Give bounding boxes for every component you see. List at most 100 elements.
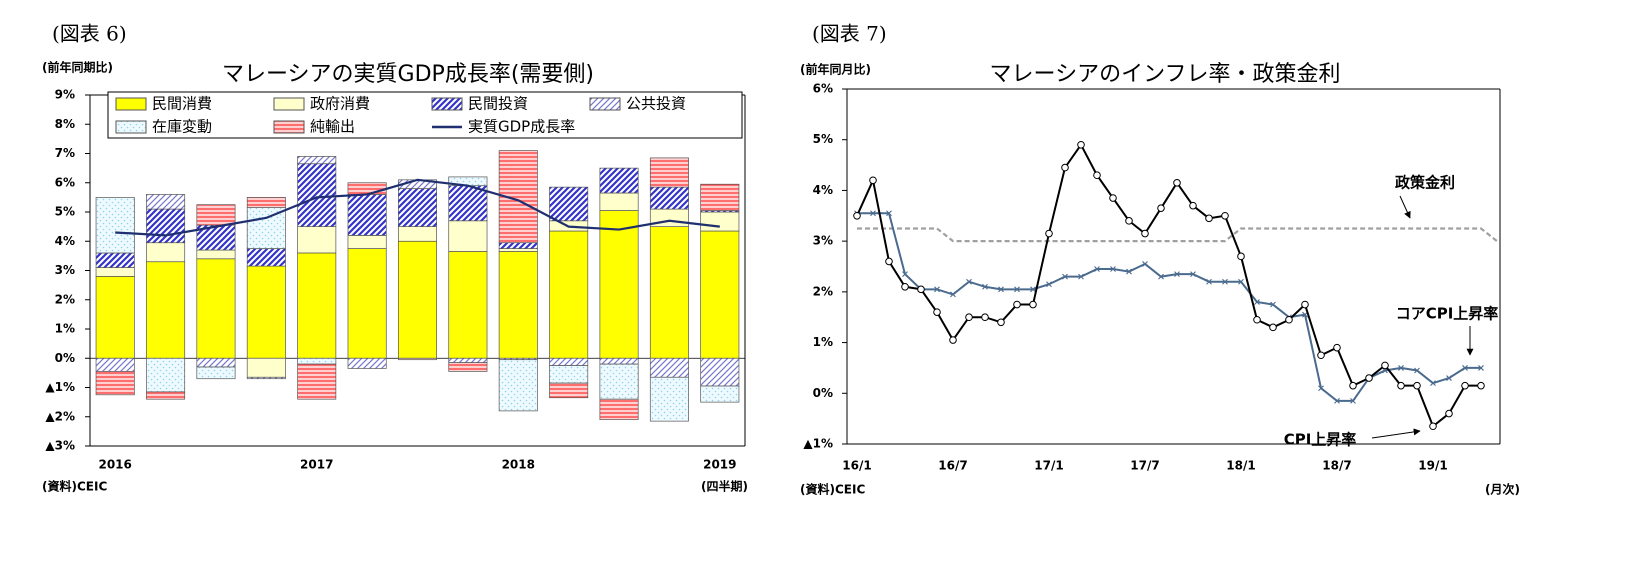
point-marker bbox=[997, 318, 1005, 327]
y-tick-label: ▲1% bbox=[45, 380, 75, 394]
bar-segment bbox=[297, 226, 337, 254]
point-marker bbox=[982, 283, 988, 290]
point-marker bbox=[965, 313, 973, 322]
point-marker bbox=[1222, 278, 1228, 285]
x-tick-label: 16/1 bbox=[842, 459, 871, 473]
point-marker bbox=[1141, 229, 1149, 238]
point-marker bbox=[981, 313, 989, 322]
point-marker bbox=[1221, 211, 1229, 220]
legend-label: 公共投資 bbox=[626, 95, 686, 113]
y-tick-label: 0% bbox=[55, 351, 75, 365]
bar-segment bbox=[649, 226, 689, 359]
y-tick-label: 7% bbox=[55, 146, 75, 160]
bar-segment bbox=[448, 251, 488, 359]
point-marker bbox=[1030, 286, 1036, 293]
bar-segment bbox=[246, 376, 286, 380]
bar-segment bbox=[246, 248, 286, 267]
point-marker bbox=[950, 291, 956, 298]
y-tick-label: 2% bbox=[813, 284, 833, 298]
legend-label: 純輸出 bbox=[310, 118, 355, 136]
bar-segment bbox=[549, 186, 589, 222]
bar-segment bbox=[498, 251, 538, 359]
bar-segment bbox=[649, 376, 689, 422]
point-marker bbox=[1062, 273, 1068, 280]
bar-segment bbox=[146, 208, 186, 244]
annotation: CPI上昇率 bbox=[1284, 431, 1357, 449]
bar-segment bbox=[398, 188, 437, 227]
bar-segment bbox=[146, 242, 186, 263]
bar-segment bbox=[599, 363, 639, 400]
bar-segment bbox=[196, 357, 236, 368]
bar-segment bbox=[196, 366, 236, 380]
point-marker bbox=[1142, 261, 1148, 267]
bar-segment bbox=[549, 230, 589, 359]
point-marker bbox=[1045, 229, 1053, 238]
point-marker bbox=[1398, 365, 1404, 371]
y-tick-label: 2% bbox=[55, 292, 75, 306]
bar-segment bbox=[398, 357, 437, 361]
bar-segment bbox=[95, 267, 135, 277]
point-marker bbox=[886, 210, 892, 217]
x-tick-label: 16/7 bbox=[938, 459, 967, 473]
point-marker bbox=[1158, 273, 1164, 280]
bar-segment bbox=[297, 357, 337, 365]
point-marker bbox=[1061, 163, 1069, 172]
point-marker bbox=[1126, 268, 1132, 275]
point-marker bbox=[1381, 361, 1389, 370]
y-tick-label: 6% bbox=[813, 82, 833, 96]
chart-title: マレーシアのインフレ率・政策金利 bbox=[990, 62, 1341, 87]
bar-segment bbox=[599, 357, 639, 365]
point-marker bbox=[1461, 381, 1469, 390]
chart-title: マレーシアの実質GDP成長率(需要側) bbox=[222, 62, 594, 87]
x-tick-label: 2017 bbox=[300, 458, 333, 472]
y-tick-label: 9% bbox=[55, 88, 75, 102]
bar-segment bbox=[700, 211, 740, 232]
point-marker bbox=[853, 211, 861, 220]
x-note: (四半期) bbox=[701, 479, 748, 494]
figure-label: (図表 7) bbox=[812, 22, 887, 46]
bar-segment bbox=[649, 157, 689, 188]
point-marker bbox=[885, 257, 893, 266]
point-marker bbox=[1029, 300, 1037, 309]
point-marker bbox=[1349, 381, 1357, 390]
y-tick-label: 3% bbox=[813, 234, 833, 248]
point-marker bbox=[1445, 409, 1453, 418]
bar-segment bbox=[347, 357, 387, 369]
y-tick-label: 5% bbox=[55, 205, 75, 219]
bar-segment bbox=[95, 197, 135, 254]
bar-segment bbox=[347, 248, 387, 359]
y-tick-label: 1% bbox=[813, 335, 833, 349]
bar-segment bbox=[599, 167, 639, 194]
bar-segment bbox=[549, 365, 589, 384]
point-marker bbox=[1333, 343, 1341, 352]
legend-swatch bbox=[115, 97, 147, 111]
point-marker bbox=[1430, 380, 1436, 387]
point-marker bbox=[1413, 381, 1421, 390]
point-marker bbox=[1462, 365, 1468, 371]
x-note: (月次) bbox=[1485, 482, 1520, 497]
legend-swatch bbox=[431, 97, 463, 111]
point-marker bbox=[934, 286, 940, 293]
point-marker bbox=[1078, 273, 1084, 280]
x-tick-label: 2016 bbox=[98, 458, 131, 472]
point-marker bbox=[998, 286, 1004, 293]
line-series bbox=[115, 178, 720, 237]
bar-segment bbox=[700, 385, 740, 403]
line-series bbox=[857, 227, 1498, 243]
point-marker bbox=[1237, 252, 1245, 261]
point-marker bbox=[1254, 299, 1260, 305]
y-tick-label: 5% bbox=[813, 132, 833, 146]
point-marker bbox=[966, 278, 972, 285]
point-marker bbox=[1318, 385, 1324, 392]
line-series bbox=[856, 142, 1481, 428]
y-tick-label: ▲2% bbox=[45, 409, 75, 423]
bar-segment bbox=[196, 204, 236, 226]
point-marker bbox=[1046, 281, 1052, 288]
point-marker bbox=[901, 282, 909, 291]
bar-segment bbox=[448, 357, 488, 363]
bar-segment bbox=[246, 265, 286, 359]
point-marker bbox=[1253, 315, 1261, 324]
bar-segment bbox=[146, 357, 186, 393]
legend-label: 民間投資 bbox=[468, 95, 528, 113]
line-series bbox=[857, 212, 1481, 402]
